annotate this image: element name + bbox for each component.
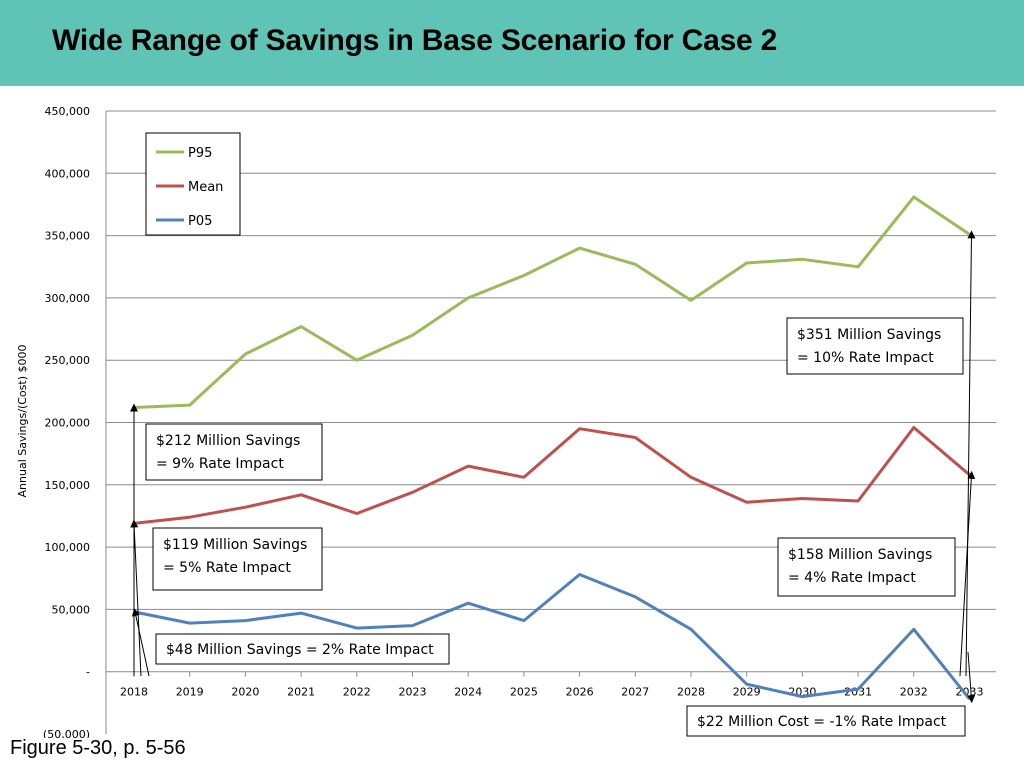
x-tick-label: 2020 [231,686,259,699]
annotation-text: $22 Million Cost = -1% Rate Impact [697,714,947,730]
x-tick-label: 2025 [510,686,538,699]
legend-box [145,132,241,236]
legend-label-p05: P05 [188,214,212,229]
annotation-arrow [959,470,976,677]
y-tick-label: 250,000 [45,354,91,367]
annotation-text: $48 Million Savings = 2% Rate Impact [166,642,434,658]
legend-label-p95: P95 [188,146,212,161]
y-tick-label: 350,000 [45,230,91,243]
annotation-arrow [131,607,150,677]
annotation-box [155,633,450,665]
legend-label-mean: Mean [188,180,223,195]
annotation-box [145,423,323,481]
y-tick-label: 100,000 [45,541,91,554]
x-tick-label: 2032 [900,686,928,699]
annotation-text: $351 Million Savings [797,327,941,343]
x-tick-label: 2027 [621,686,649,699]
x-tick-label: 2028 [677,686,705,699]
annotation-arrow [130,519,142,677]
annotation-arrow [965,230,976,677]
figure-caption: Figure 5-30, p. 5-56 [10,737,186,759]
annotation-text: = 10% Rate Impact [797,350,934,366]
annotation-box [686,705,966,737]
series-line-p05 [133,573,971,701]
x-tick-label: 2018 [120,686,148,699]
y-tick-label: (50,000) [43,728,90,738]
annotation-box [777,537,956,597]
x-tick-label: 2021 [287,686,315,699]
annotation-text: $158 Million Savings [788,547,932,563]
y-tick-label: 450,000 [45,105,91,118]
annotation-text: = 4% Rate Impact [788,570,916,586]
y-axis-label: Annual Savings/(Cost) $000 [16,345,29,498]
annotation-box [786,317,964,375]
annotation-box [152,527,323,591]
annotation-text: $119 Million Savings [163,537,307,553]
series-line-mean [133,426,971,525]
annotation-text: = 9% Rate Impact [156,456,284,472]
series-line-p95 [133,195,971,409]
x-tick-label: 2026 [566,686,594,699]
x-tick-label: 2022 [343,686,371,699]
x-tick-label: 2023 [399,686,427,699]
slide-title: Wide Range of Savings in Base Scenario f… [52,24,778,57]
y-tick-label: 150,000 [45,479,91,492]
y-tick-label: 400,000 [45,167,91,180]
annotation-arrow [967,651,976,704]
x-tick-label: 2024 [454,686,482,699]
y-tick-label: 300,000 [45,292,91,305]
annotation-text: = 5% Rate Impact [163,560,291,576]
x-tick-label: 2029 [733,686,761,699]
y-tick-label: 200,000 [45,417,91,430]
x-tick-label: 2019 [176,686,204,699]
savings-line-chart: (50,000) - 50,000 100,000 150,000 200,000 250,… [16,105,996,738]
title-banner: Wide Range of Savings in Base Scenario f… [0,0,1024,86]
annotation-text: $212 Million Savings [156,433,300,449]
y-tick-label: 50,000 [52,603,91,616]
y-tick-label: - [86,666,90,679]
